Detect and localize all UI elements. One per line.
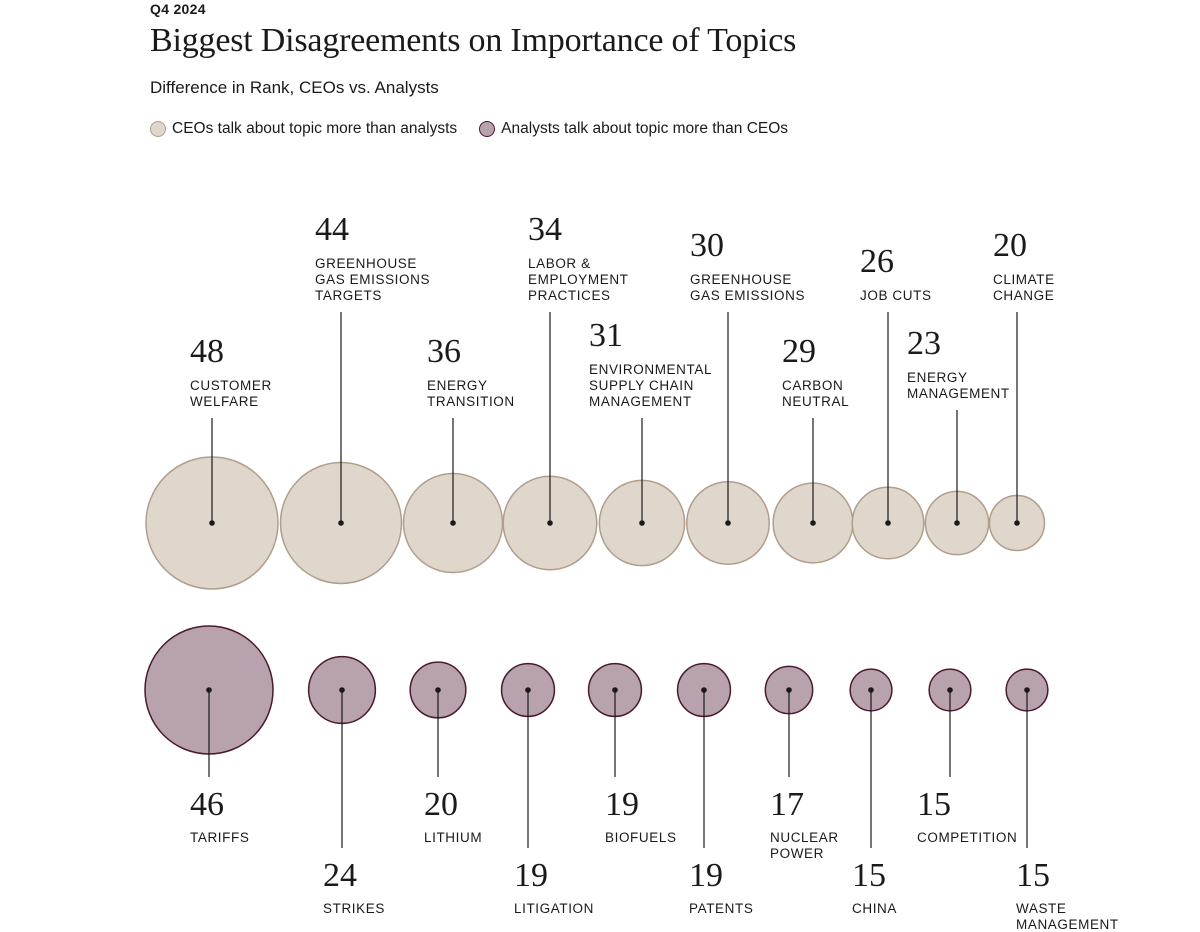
value-label-analyst-nuclear-power: 17 <box>770 786 804 823</box>
legend-swatch-ceos <box>150 121 166 137</box>
period-label: Q4 2024 <box>150 1 206 17</box>
topic-label-analyst-china: CHINA <box>852 901 897 916</box>
topic-label-analyst-nuclear-power: NUCLEAR <box>770 830 839 845</box>
topic-label-analyst-lithium: LITHIUM <box>424 830 482 845</box>
center-dot-ceo-energy-management <box>954 520 960 526</box>
topic-label-ceo-carbon-neutral: CARBON <box>782 378 843 393</box>
center-dot-ceo-carbon-neutral <box>810 520 816 526</box>
value-label-ceo-labor-employment-practices: 34 <box>528 211 562 248</box>
center-dot-ceo-climate-change <box>1014 520 1020 526</box>
value-label-ceo-carbon-neutral: 29 <box>782 333 816 370</box>
center-dot-analyst-strikes <box>339 687 345 693</box>
value-label-analyst-lithium: 20 <box>424 786 458 823</box>
value-label-ceo-greenhouse-gas-emissions: 30 <box>690 227 724 264</box>
value-label-ceo-greenhouse-gas-emissions-targets: 44 <box>315 211 349 248</box>
topic-label-analyst-litigation: LITIGATION <box>514 901 594 916</box>
topic-label-ceo-greenhouse-gas-emissions-targets: TARGETS <box>315 288 382 303</box>
center-dot-analyst-litigation <box>525 687 531 693</box>
chart-title: Biggest Disagreements on Importance of T… <box>150 22 797 59</box>
legend-item-ceos: CEOs talk about topic more than analysts <box>150 120 457 138</box>
topic-label-analyst-tariffs: TARIFFS <box>190 830 249 845</box>
value-label-ceo-customer-welfare: 48 <box>190 333 224 370</box>
value-label-analyst-biofuels: 19 <box>605 786 639 823</box>
topic-label-ceo-carbon-neutral: NEUTRAL <box>782 394 849 409</box>
center-dot-ceo-greenhouse-gas-emissions <box>725 520 731 526</box>
topic-label-analyst-strikes: STRIKES <box>323 901 385 916</box>
topic-label-ceo-labor-employment-practices: PRACTICES <box>528 288 611 303</box>
topic-label-analyst-waste-management: MANAGEMENT <box>1016 917 1119 932</box>
topic-label-ceo-environmental-supply-chain-management: MANAGEMENT <box>589 394 692 409</box>
topic-label-ceo-energy-management: ENERGY <box>907 370 968 385</box>
topic-label-ceo-customer-welfare: CUSTOMER <box>190 378 272 393</box>
center-dot-ceo-job-cuts <box>885 520 891 526</box>
center-dot-ceo-customer-welfare <box>209 520 215 526</box>
value-label-analyst-litigation: 19 <box>514 857 548 894</box>
topic-label-analyst-nuclear-power: POWER <box>770 846 824 861</box>
topic-label-ceo-energy-management: MANAGEMENT <box>907 386 1010 401</box>
value-label-ceo-environmental-supply-chain-management: 31 <box>589 317 623 354</box>
value-label-analyst-strikes: 24 <box>323 857 357 894</box>
center-dot-ceo-greenhouse-gas-emissions-targets <box>338 520 344 526</box>
center-dot-analyst-nuclear-power <box>786 687 792 693</box>
legend-swatch-analysts <box>479 121 496 137</box>
topic-label-ceo-climate-change: CHANGE <box>993 288 1054 303</box>
topic-label-analyst-competition: COMPETITION <box>917 830 1017 845</box>
center-dot-analyst-lithium <box>435 687 441 693</box>
center-dot-ceo-energy-transition <box>450 520 456 526</box>
center-dot-analyst-china <box>868 687 874 693</box>
value-label-ceo-climate-change: 20 <box>993 227 1027 264</box>
topic-label-ceo-greenhouse-gas-emissions-targets: GREENHOUSE <box>315 256 417 271</box>
chart-subtitle: Difference in Rank, CEOs vs. Analysts <box>150 78 439 97</box>
topic-label-analyst-waste-management: WASTE <box>1016 901 1067 916</box>
topic-label-ceo-labor-employment-practices: LABOR & <box>528 256 591 271</box>
topic-label-ceo-job-cuts: JOB CUTS <box>860 288 932 303</box>
value-label-analyst-tariffs: 46 <box>190 786 224 823</box>
center-dot-ceo-labor-employment-practices <box>547 520 553 526</box>
topic-label-ceo-customer-welfare: WELFARE <box>190 394 259 409</box>
value-label-ceo-energy-transition: 36 <box>427 333 461 370</box>
topic-label-ceo-greenhouse-gas-emissions: GREENHOUSE <box>690 272 792 287</box>
topic-label-ceo-greenhouse-gas-emissions: GAS EMISSIONS <box>690 288 805 303</box>
value-label-ceo-job-cuts: 26 <box>860 243 894 280</box>
value-label-analyst-competition: 15 <box>917 786 951 823</box>
value-label-analyst-waste-management: 15 <box>1016 857 1050 894</box>
value-label-ceo-energy-management: 23 <box>907 325 941 362</box>
legend-label-ceos: CEOs talk about topic more than analysts <box>172 120 458 137</box>
center-dot-ceo-environmental-supply-chain-management <box>639 520 645 526</box>
center-dot-analyst-biofuels <box>612 687 618 693</box>
topic-label-ceo-energy-transition: TRANSITION <box>427 394 515 409</box>
center-dot-analyst-waste-management <box>1024 687 1030 693</box>
topic-label-ceo-energy-transition: ENERGY <box>427 378 488 393</box>
value-label-analyst-china: 15 <box>852 857 886 894</box>
topic-label-ceo-environmental-supply-chain-management: SUPPLY CHAIN <box>589 378 694 393</box>
topic-label-ceo-climate-change: CLIMATE <box>993 272 1055 287</box>
topic-label-analyst-patents: PATENTS <box>689 901 753 916</box>
topic-label-ceo-environmental-supply-chain-management: ENVIRONMENTAL <box>589 362 712 377</box>
topic-label-ceo-labor-employment-practices: EMPLOYMENT <box>528 272 629 287</box>
center-dot-analyst-competition <box>947 687 953 693</box>
center-dot-analyst-patents <box>701 687 707 693</box>
value-label-analyst-patents: 19 <box>689 857 723 894</box>
legend: CEOs talk about topic more than analysts… <box>150 120 810 138</box>
legend-label-analysts: Analysts talk about topic more than CEOs <box>501 120 789 137</box>
center-dot-analyst-tariffs <box>206 687 212 693</box>
legend-item-analysts: Analysts talk about topic more than CEOs <box>479 120 788 138</box>
topic-label-ceo-greenhouse-gas-emissions-targets: GAS EMISSIONS <box>315 272 430 287</box>
topic-label-analyst-biofuels: BIOFUELS <box>605 830 677 845</box>
